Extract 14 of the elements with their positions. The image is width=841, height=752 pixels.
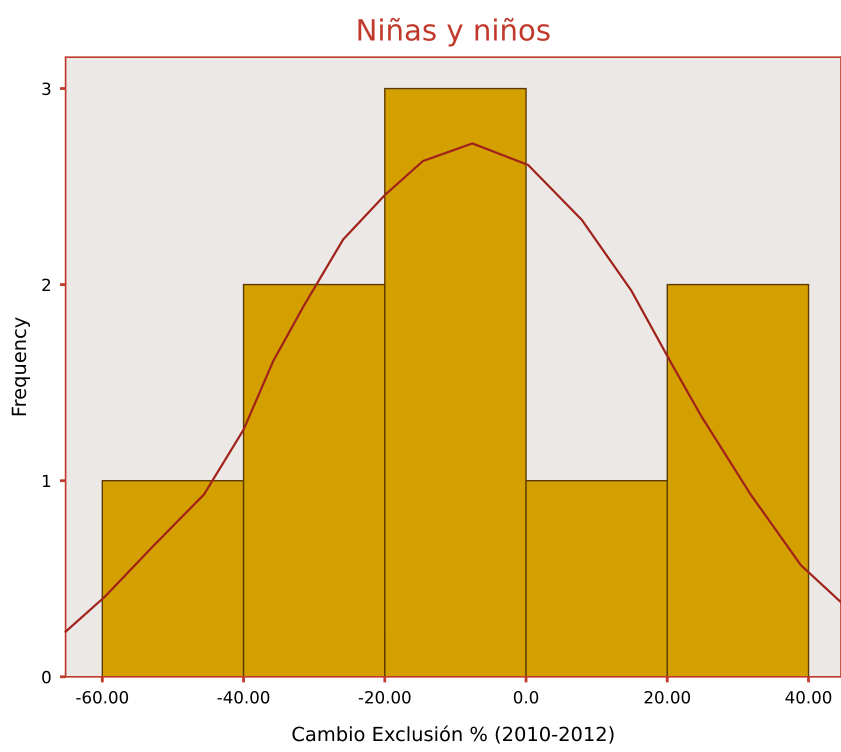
line-series xyxy=(64,142,841,633)
x-tick-label: 0.0 xyxy=(514,690,538,704)
y-tick-label: 0 xyxy=(42,670,51,684)
chart-title: Niñas y niños xyxy=(358,18,550,47)
y-tick-label: 1 xyxy=(42,474,50,488)
x-tick-label: -40.00 xyxy=(218,690,270,704)
x-tick-label: 40.00 xyxy=(785,690,832,704)
x-tick-label: 20.00 xyxy=(644,690,690,704)
y-tick-label: 3 xyxy=(42,82,50,96)
x-axis-title: Cambio Exclusión % (2010-2012) xyxy=(292,725,614,744)
y-axis-title: Frequency xyxy=(12,317,30,416)
x-tick-label: -60.00 xyxy=(76,690,128,704)
x-tick-label: -20.00 xyxy=(358,690,411,704)
y-tick-label: 2 xyxy=(42,278,50,291)
